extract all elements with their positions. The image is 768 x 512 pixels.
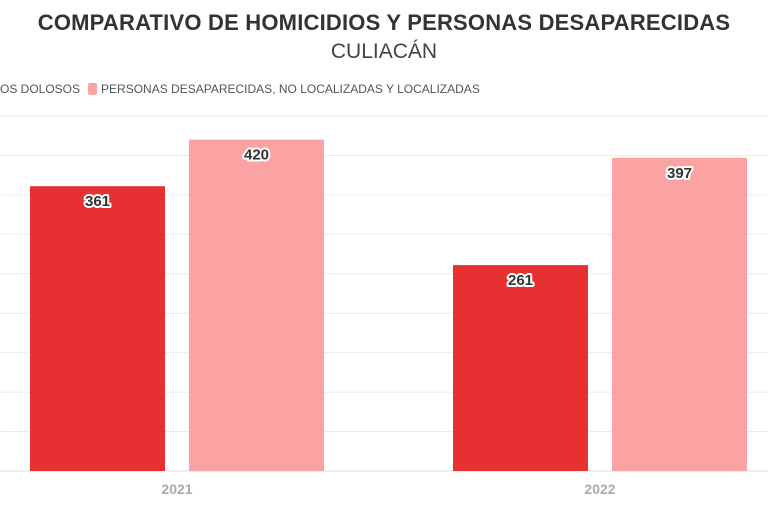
x-tick-label: 2022 — [584, 481, 615, 497]
chart-subtitle: CULIACÁN — [330, 40, 438, 63]
x-tick-label: 2021 — [161, 481, 192, 497]
data-label: 361 — [85, 193, 110, 210]
data-label: 397 — [667, 165, 692, 182]
bar-2022-homicidios — [453, 265, 588, 471]
chart-title: COMPARATIVO DE HOMICIDIOS Y PERSONAS DES… — [37, 10, 731, 35]
data-label: 261 — [508, 272, 533, 289]
legend: OS DOLOSOS PERSONAS DESAPARECIDAS, NO LO… — [0, 82, 480, 96]
legend-label-homicidios: OS DOLOSOS — [0, 82, 81, 96]
legend-label-desaparecidas: PERSONAS DESAPARECIDAS, NO LOCALIZADAS Y… — [101, 82, 480, 96]
bar-2021-desaparecidas — [189, 139, 324, 471]
legend-swatch-desaparecidas — [88, 83, 98, 95]
bar-2021-homicidios — [30, 186, 165, 471]
bar-2022-desaparecidas — [612, 157, 747, 472]
data-label: 420 — [244, 147, 269, 164]
